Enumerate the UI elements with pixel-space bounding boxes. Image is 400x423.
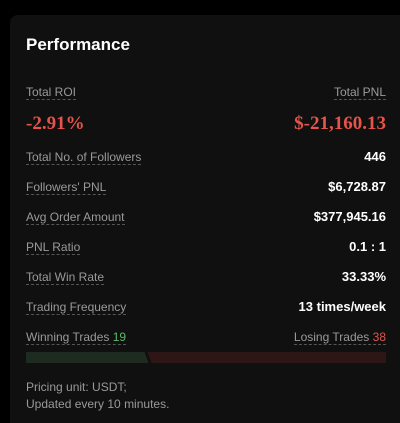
winning-label: Winning Trades bbox=[26, 330, 110, 344]
panel-title: Performance bbox=[26, 35, 130, 54]
pnl-label: Total PNL bbox=[333, 85, 386, 100]
row-value: 446 bbox=[364, 149, 386, 164]
row-value: 13 times/week bbox=[298, 299, 386, 314]
row-label: Total Win Rate bbox=[26, 270, 105, 285]
losing-bar bbox=[147, 352, 386, 363]
footer-line: Updated every 10 minutes. bbox=[26, 397, 170, 411]
row-label: PNL Ratio bbox=[26, 240, 81, 255]
row-value: $377,945.16 bbox=[313, 209, 386, 224]
row-label: Avg Order Amount bbox=[26, 210, 125, 225]
row-value: 33.33% bbox=[341, 269, 386, 284]
row-label: Followers' PNL bbox=[26, 180, 107, 195]
winning-bar bbox=[26, 352, 149, 363]
losing-label: Losing Trades bbox=[293, 330, 370, 344]
row-label: Trading Frequency bbox=[26, 300, 127, 315]
performance-panel: Performance Total ROI Total PNL -2.91% $… bbox=[10, 15, 400, 423]
roi-label: Total ROI bbox=[26, 85, 77, 100]
winning-trades: Winning Trades 19 bbox=[26, 330, 127, 345]
pnl-value: $-21,160.13 bbox=[294, 113, 386, 134]
trades-bar bbox=[26, 352, 386, 363]
row-value: 0.1 : 1 bbox=[349, 239, 386, 254]
winning-count: 19 bbox=[112, 330, 127, 344]
losing-trades: Losing Trades 38 bbox=[293, 330, 386, 345]
footer-line: Pricing unit: USDT; bbox=[26, 380, 127, 394]
losing-count: 38 bbox=[372, 330, 386, 344]
roi-value: -2.91% bbox=[26, 113, 85, 134]
row-label: Total No. of Followers bbox=[26, 150, 142, 165]
row-value: $6,728.87 bbox=[328, 179, 386, 194]
